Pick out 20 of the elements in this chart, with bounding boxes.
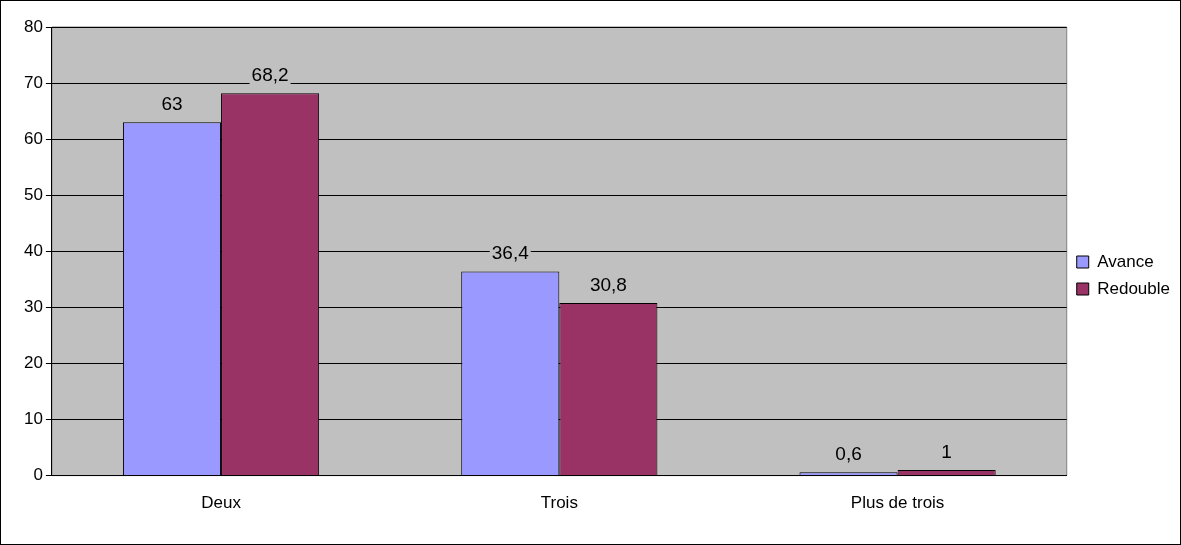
legend-label: Redouble [1097,278,1170,298]
x-tick-label: Trois [540,493,578,513]
x-tick-label: Deux [201,493,242,513]
data-label: 0,6 [835,442,862,464]
y-tick-label: 80 [23,16,43,36]
y-tick-label: 70 [23,72,43,92]
data-label: 68,2 [251,63,289,85]
data-label: 63 [161,93,183,115]
y-tick-label: 0 [33,465,43,485]
y-tick-label: 20 [23,353,43,373]
y-tick-label: 50 [23,184,43,204]
data-label: 1 [941,440,952,462]
x-tick-label: Plus de trois [850,493,945,513]
y-tick-label: 30 [23,297,43,317]
data-label: 36,4 [491,242,530,264]
data-label: 30,8 [589,273,627,295]
y-tick-label: 60 [23,128,43,148]
legend-label: Avance [1097,251,1154,271]
y-tick-label: 10 [23,409,43,429]
y-tick-label: 40 [23,240,43,260]
